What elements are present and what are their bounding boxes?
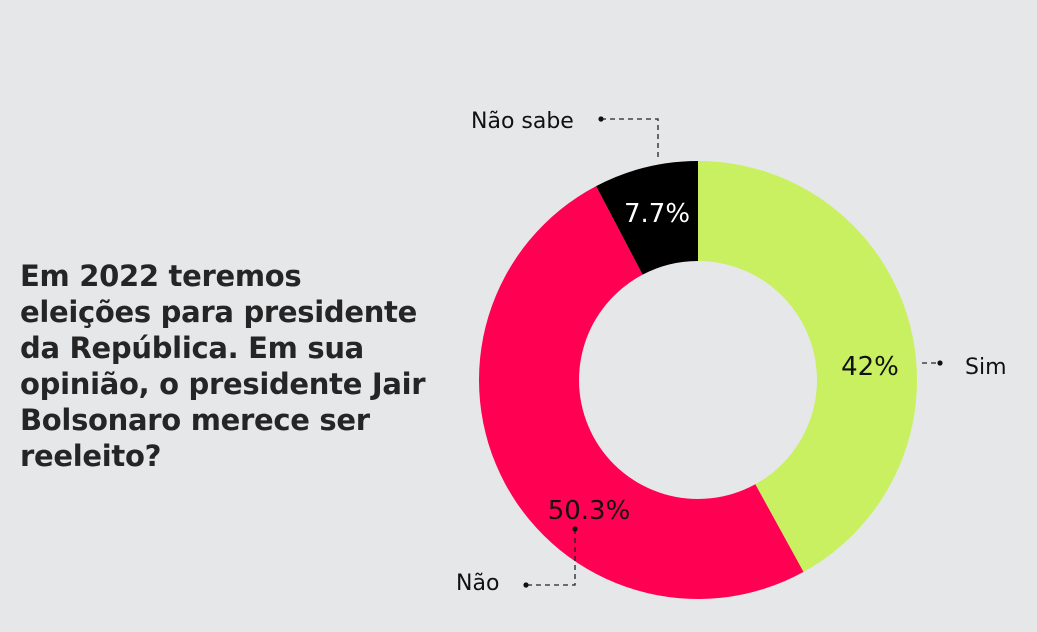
category-label-sim: Sim — [965, 355, 1007, 380]
slice-sim — [698, 161, 917, 572]
leader-dot — [937, 360, 943, 366]
chart-question-title: Em 2022 teremos eleições para presidente… — [20, 259, 426, 473]
leader-dot — [572, 526, 578, 532]
leader-line-nao — [526, 529, 576, 586]
slice-nao — [478, 186, 804, 600]
leader-dot — [523, 582, 529, 588]
slice-nao-sabe — [596, 161, 698, 275]
leader-line-nao-sabe — [601, 118, 659, 160]
category-label-nao-sabe: Não sabe — [471, 109, 574, 134]
value-label-nao-sabe: 7.7% — [624, 199, 690, 229]
value-label-sim: 42% — [841, 352, 899, 382]
category-label-nao: Não — [456, 571, 499, 596]
leader-dot — [598, 116, 604, 122]
value-label-nao: 50.3% — [548, 496, 631, 526]
